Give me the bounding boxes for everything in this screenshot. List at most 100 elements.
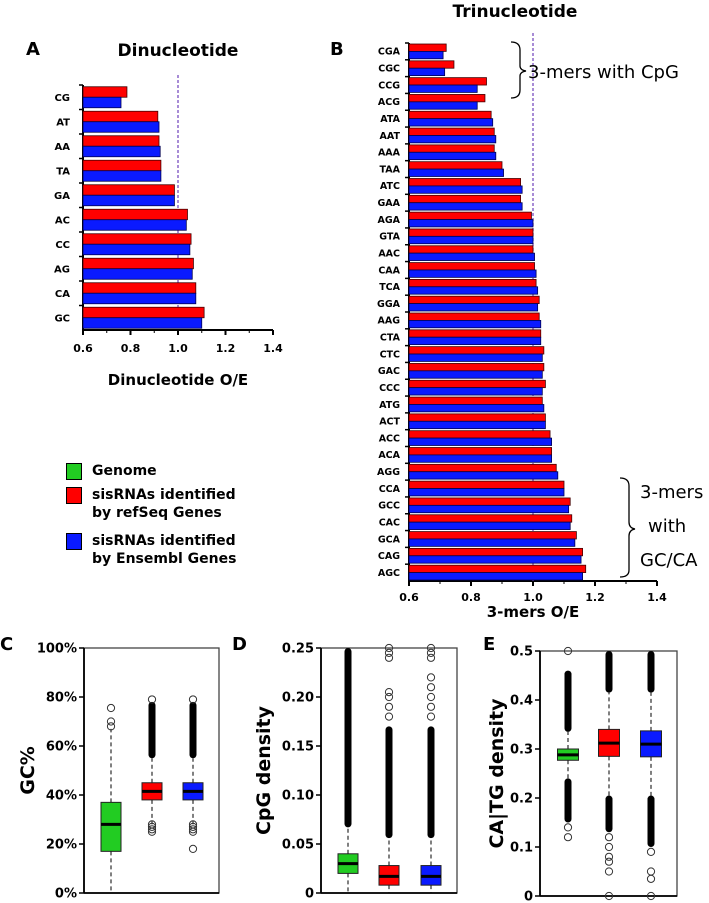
cpg-outlier-point: [384, 653, 394, 662]
trinucleotide-bar-ensembl: [408, 454, 553, 463]
dinucleotide-category-label: GC: [54, 313, 70, 324]
dinucleotide-bar-ensembl: [82, 243, 191, 256]
gc-plot-frame: [83, 647, 220, 894]
trinucleotide-bar-ensembl: [408, 471, 559, 480]
trinucleotide-bar-refseq: [408, 463, 557, 473]
trinucleotide-category-label: GTA: [379, 232, 400, 243]
trinucleotide-bar-ensembl: [408, 84, 478, 93]
gc-outlier-point: [147, 825, 157, 834]
cpg-outlier-point: [426, 673, 436, 682]
gc-y-tick-label: 0%: [55, 887, 77, 902]
cpg-outlier-point: [384, 692, 394, 702]
dinucleotide-bar-ensembl: [82, 145, 161, 158]
panel-label-a: A: [26, 39, 40, 60]
gc-y-tick-label: 40%: [46, 789, 77, 804]
catg-density-boxplot: 0 0.1 0.2 0.3 0.4 0.5 CA|TG density: [486, 645, 678, 903]
dinucleotide-bar-ensembl: [82, 292, 197, 305]
trinucleotide-bar-ensembl: [408, 538, 576, 547]
gc-outlier-band: [189, 701, 197, 759]
gc-y-tick-label: 20%: [46, 838, 77, 853]
trinucleotide-bar-refseq: [408, 178, 521, 187]
trinucleotide-category-label: CTA: [380, 333, 401, 344]
trinucleotide-category-label: TCA: [379, 282, 400, 293]
catg-y-tick-label: 0.3: [510, 743, 533, 758]
cpg-outlier-band: [385, 726, 393, 839]
trinucleotide-category-label: CTC: [380, 349, 400, 360]
trinucleotide-bar-refseq: [408, 547, 584, 557]
dinucleotide-x-tick-label: 0.6: [73, 342, 93, 355]
trinucleotide-category-label: ACT: [379, 417, 400, 428]
trinucleotide-bar-ensembl: [408, 420, 546, 430]
legend-swatch-refseq: [66, 487, 82, 504]
panel-label-e: E: [483, 634, 495, 655]
trinucleotide-xlabel: 3-mers O/E: [487, 603, 580, 621]
trinucleotide-category-label: GAC: [378, 366, 400, 377]
cpg-outlier-band: [344, 648, 352, 828]
cpg-y-tick-label: 0.05: [282, 838, 314, 853]
cpg-density-boxplot: 0 0.05 0.10 0.15 0.20 0.25 CpG density: [253, 642, 458, 902]
trinucleotide-bar-ensembl: [408, 202, 523, 211]
dinucleotide-bar-refseq: [82, 135, 160, 147]
trinucleotide-bar-ensembl: [408, 168, 504, 177]
dinucleotide-category-label: CG: [54, 93, 70, 104]
panel-label-d: D: [232, 634, 247, 655]
dinucleotide-category-label: AC: [55, 215, 70, 226]
catg-outlier-point: [604, 867, 614, 876]
legend-item-refseq: sisRNAs identified by refSeq Genes: [66, 486, 272, 522]
trinucleotide-bar-ensembl: [408, 269, 537, 278]
gc-y-tick-label: 100%: [37, 642, 77, 657]
catg-outlier-band: [605, 651, 613, 693]
trinucleotide-x-tick-label: 1.4: [647, 591, 667, 604]
trinucleotide-category-label: CGC: [378, 64, 400, 75]
panel-label-b: B: [330, 39, 344, 60]
legend-swatch-ensembl: [66, 533, 82, 550]
dinucleotide-bar-refseq: [82, 282, 197, 294]
trinucleotide-bar-ensembl: [408, 404, 545, 413]
gc-box-genome: [100, 801, 122, 852]
dinucleotide-category-label: AT: [56, 117, 70, 128]
dinucleotide-chart: Dinucleotide Dinucleotide O/E 0.6 0.8 1.0 1…: [54, 41, 283, 389]
legend-label: Genome: [92, 463, 157, 479]
cpg-y-tick-label: 0.25: [282, 642, 314, 657]
dinucleotide-category-label: CA: [55, 289, 70, 300]
trinucleotide-bar-ensembl: [408, 336, 542, 346]
cpg-y-tick-label: 0: [305, 887, 314, 902]
catg-outlier-band: [564, 670, 572, 732]
cpg-y-axis-label: CpG density: [253, 705, 275, 835]
catg-y-tick-label: 0.2: [510, 792, 533, 807]
cpg-y-tick-label: 0.20: [282, 691, 314, 706]
cpg-outlier-point: [384, 688, 394, 697]
trinucleotide-category-label: CAG: [378, 551, 400, 562]
trinucleotide-bar-refseq: [408, 480, 565, 489]
dinucleotide-category-label: AG: [54, 264, 70, 275]
trinucleotide-bar-refseq: [408, 110, 492, 120]
gc-outlier-point: [188, 820, 198, 829]
gc-y-axis-label: GC%: [17, 746, 39, 795]
trinucleotide-bar-refseq: [408, 363, 545, 372]
dinucleotide-bar-ensembl: [82, 170, 162, 182]
trinucleotide-bar-refseq: [408, 211, 532, 220]
trinucleotide-bar-refseq: [408, 430, 551, 439]
trinucleotide-bar-refseq: [408, 60, 455, 69]
cpg-outlier-point: [426, 648, 436, 658]
trinucleotide-category-label: AGC: [378, 568, 400, 579]
dinucleotide-bar-refseq: [82, 184, 175, 196]
dinucleotide-category-label: AA: [55, 142, 71, 153]
gc-outlier-point: [106, 717, 116, 726]
trinucleotide-bar-ensembl: [408, 572, 584, 581]
trinucleotide-bar-refseq: [408, 413, 546, 422]
cpg-bracket-icon: [510, 41, 527, 99]
catg-outlier-point: [646, 867, 656, 876]
gc-outlier-point: [188, 844, 198, 854]
trinucleotide-bar-refseq: [408, 245, 534, 254]
trinucleotide-category-label: CGA: [378, 47, 401, 58]
trinucleotide-bar-refseq: [408, 144, 495, 153]
gcca-bracket-icon: [619, 477, 636, 578]
trinucleotide-bar-ensembl: [408, 504, 570, 514]
catg-y-tick-label: 0.5: [510, 645, 533, 660]
trinucleotide-bar-refseq: [408, 278, 537, 288]
dinucleotide-category-label: GA: [54, 191, 70, 202]
trinucleotide-bar-ensembl: [408, 387, 543, 396]
gc-y-tick-label: 80%: [46, 691, 77, 706]
